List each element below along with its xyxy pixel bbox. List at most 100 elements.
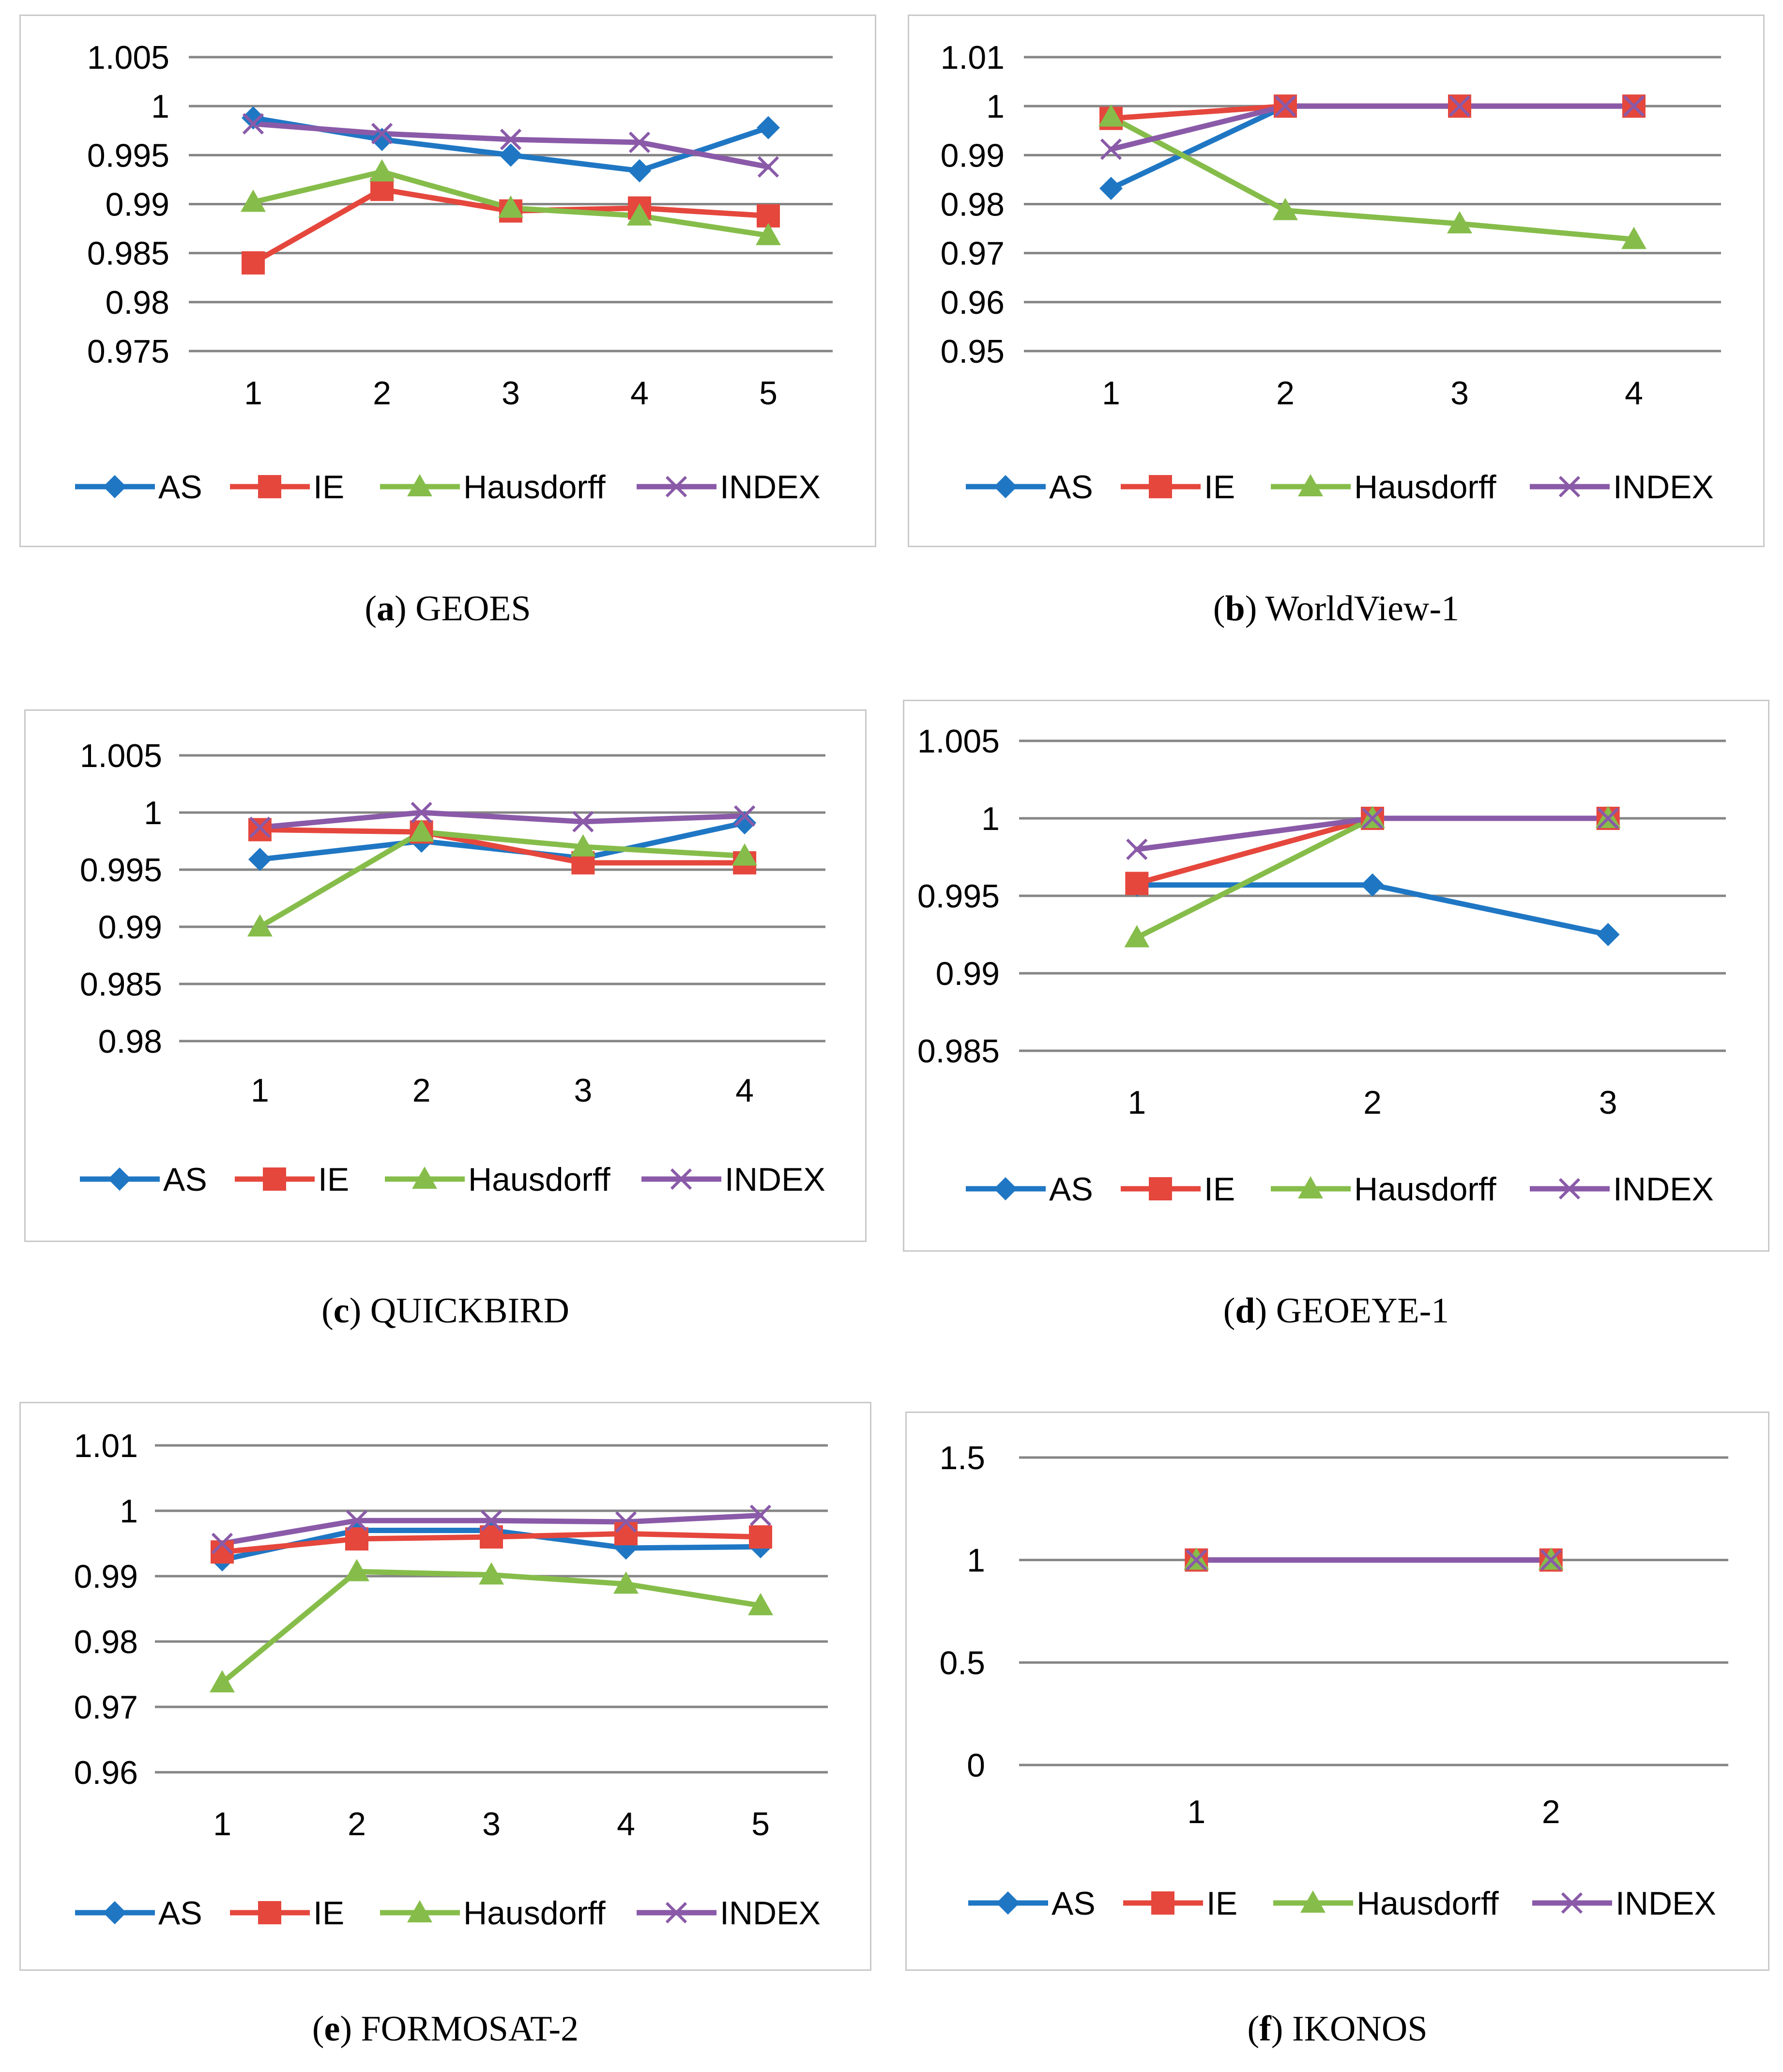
x-tick-label: 4 [1625, 375, 1643, 412]
y-tick-label: 0.99 [941, 137, 1005, 174]
legend-label-as: AS [158, 469, 202, 506]
legend-label-index: INDEX [725, 1161, 825, 1198]
y-tick-label: 1 [144, 795, 162, 831]
chart-frame [903, 700, 1769, 1252]
data-point-index [1597, 807, 1619, 829]
data-point-index [500, 128, 522, 151]
data-point-ie [248, 818, 272, 842]
data-point-as [733, 811, 757, 835]
legend-label-hausdorff: Hausdorff [1354, 1171, 1496, 1208]
x-tick-label: 5 [759, 375, 777, 412]
data-point-hausdorff [570, 834, 596, 857]
data-point-index [628, 131, 651, 153]
data-point-as [242, 106, 265, 130]
y-tick-label: 0.985 [80, 966, 162, 1003]
data-point-ie [242, 251, 265, 275]
legend-label-hausdorff: Hausdorff [468, 1161, 610, 1198]
y-tick-label: 0.985 [917, 1033, 1000, 1070]
caption-b: (b) WorldView-1 [1213, 589, 1460, 629]
x-tick-label: 3 [1450, 375, 1469, 412]
x-tick-label: 3 [482, 1806, 501, 1842]
y-tick-label: 0.98 [941, 186, 1005, 223]
caption-e: (e) FORMOSAT-2 [312, 2009, 579, 2049]
data-point-index [242, 113, 264, 135]
caption-a: (a) GEOES [365, 589, 531, 629]
chart-panel-b: 1.01 1 0.99 0.98 0.97 0.96 0.95 1 2 3 4 AS IE Hausdor… [908, 15, 1765, 547]
data-point-index [346, 1510, 368, 1532]
legend-marker-hausdorff [1298, 474, 1323, 496]
chart-frame [905, 1412, 1769, 1971]
x-tick-label: 4 [617, 1806, 635, 1842]
series-line-index [1108, 103, 1637, 152]
data-point-hausdorff [1273, 198, 1298, 220]
data-point-index [734, 805, 756, 827]
data-point-hausdorff [369, 159, 395, 182]
data-point-index [1361, 807, 1384, 829]
data-point-hausdorff [344, 1559, 369, 1581]
x-tick-label: 4 [630, 375, 649, 412]
data-point-as [248, 847, 272, 871]
y-tick-label: 0.96 [941, 284, 1005, 321]
legend-marker-as [994, 1177, 1017, 1200]
chart-panel-c: 1.005 1 0.995 0.99 0.985 0.98 1 2 3 4 AS IE Hausdorf… [24, 709, 867, 1242]
x-tick-label: 2 [348, 1806, 366, 1842]
data-point-as [1099, 177, 1123, 200]
chart-frame [24, 709, 867, 1242]
legend-label-index: INDEX [1613, 469, 1714, 506]
x-tick-label: 2 [373, 375, 391, 412]
y-tick-label: 1 [967, 1542, 985, 1579]
chart-panel-f: 1.5 1 0.5 0 1 2 AS IE Hausdorff INDEX [905, 1412, 1769, 1971]
data-point-hausdorff [1098, 104, 1124, 127]
data-point-index [615, 1511, 637, 1533]
legend-marker-ie [1149, 475, 1172, 498]
y-tick-label: 1.005 [80, 737, 162, 774]
y-tick-label: 0.98 [98, 1023, 162, 1060]
data-point-index [1126, 838, 1148, 860]
data-point-hausdorff [748, 1593, 773, 1615]
y-tick-label: 0.98 [74, 1624, 138, 1660]
legend-label-as: AS [163, 1161, 207, 1198]
data-point-as [499, 143, 522, 167]
y-tick-label: 0.985 [87, 235, 169, 272]
y-tick-label: 1.005 [87, 39, 169, 76]
y-tick-label: 1 [120, 1493, 138, 1530]
series-line-ie [257, 827, 747, 866]
data-point-index [211, 1533, 233, 1554]
legend-marker-as [996, 1891, 1020, 1915]
y-tick-label: 0.99 [98, 909, 162, 946]
legend-marker-as [103, 1901, 126, 1924]
legend-marker-as [103, 475, 126, 498]
data-point-hausdorff [210, 1670, 235, 1693]
x-tick-label: 1 [1128, 1084, 1146, 1121]
y-tick-label: 0.96 [74, 1754, 138, 1791]
x-tick-label: 4 [735, 1072, 754, 1109]
legend-label-hausdorff: Hausdorff [463, 1895, 606, 1932]
data-point-as [370, 127, 394, 151]
chart-frame [908, 15, 1765, 547]
legend-marker-ie [1149, 1177, 1172, 1200]
x-tick-label: 3 [502, 375, 520, 412]
chart-frame [19, 1402, 871, 1971]
y-tick-label: 0.97 [74, 1689, 138, 1726]
y-tick-label: 1 [981, 800, 1000, 837]
x-tick-label: 1 [1102, 375, 1120, 412]
legend-label-hausdorff: Hausdorff [463, 469, 606, 506]
data-point-hausdorff [613, 1571, 639, 1594]
data-point-index [1540, 1549, 1562, 1571]
line-chart-f: 1.5 1 0.5 0 1 2 AS IE Hausdorff INDEX [905, 1412, 1769, 1971]
y-tick-label: 1.01 [941, 39, 1005, 76]
x-tick-label: 2 [1542, 1794, 1560, 1830]
data-point-hausdorff [241, 189, 266, 212]
y-tick-label: 1.5 [939, 1440, 985, 1476]
x-tick-label: 1 [244, 375, 262, 412]
legend-marker-hausdorff [407, 474, 432, 496]
line-chart-d: 1.005 1 0.995 0.99 0.985 1 2 3 AS IE Hausdorff INDE… [903, 700, 1769, 1252]
x-tick-label: 2 [1276, 375, 1295, 412]
data-point-as [1361, 873, 1384, 897]
legend-marker-index [1561, 1892, 1583, 1914]
data-point-as [628, 159, 651, 183]
x-tick-label: 2 [412, 1072, 431, 1109]
y-tick-label: 0.995 [917, 878, 1000, 915]
x-tick-label: 5 [751, 1806, 770, 1842]
y-tick-label: 0.995 [80, 852, 162, 889]
